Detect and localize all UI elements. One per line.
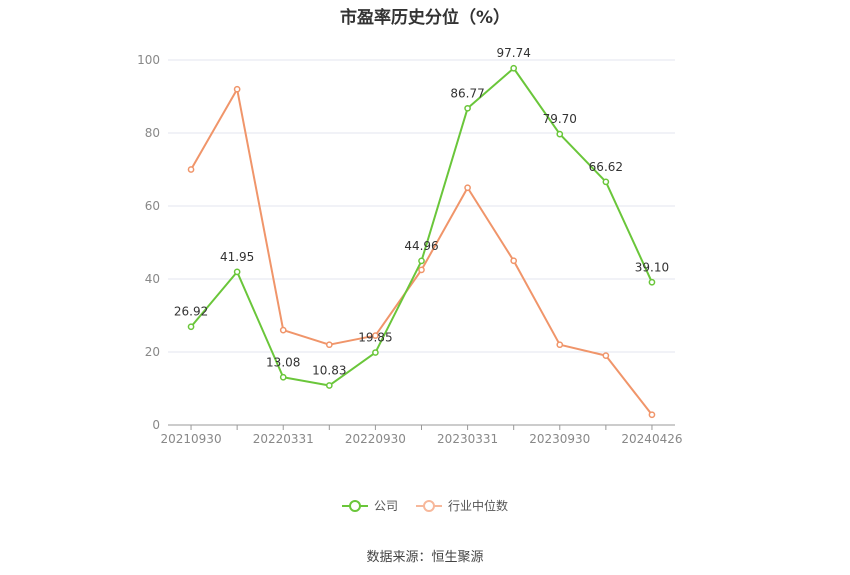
- data-labels: 26.92 41.95 13.08 10.83 19.85 44.96 86.77 97.74…: [174, 46, 669, 377]
- point-industry-median: [325, 341, 333, 349]
- data-label: 19.85: [358, 331, 392, 345]
- x-tick-label: 20240426: [621, 432, 682, 446]
- point-company: [187, 323, 195, 331]
- point-industry-median: [648, 411, 656, 419]
- legend-item-industry-median[interactable]: 行业中位数: [416, 497, 508, 514]
- point-company: [464, 104, 471, 112]
- point-company: [233, 268, 241, 276]
- point-industry-median: [464, 184, 471, 192]
- y-tick-label: 0: [152, 418, 160, 432]
- x-tick-label: 20230331: [437, 432, 498, 446]
- point-industry-median: [279, 326, 287, 334]
- data-label: 26.92: [174, 305, 208, 319]
- x-axis: 20210930 20220331 20220930 20230331 20230930…: [161, 424, 682, 446]
- point-company: [648, 278, 656, 286]
- x-tick-label: 20210930: [161, 432, 222, 446]
- y-tick-label: 20: [145, 345, 160, 359]
- point-industry-median: [556, 341, 564, 349]
- point-company: [325, 382, 333, 389]
- x-tick-label: 20220331: [253, 432, 314, 446]
- data-label: 79.70: [543, 112, 577, 126]
- point-company: [418, 257, 425, 265]
- data-label: 97.74: [497, 46, 531, 60]
- legend-item-company[interactable]: 公司: [341, 497, 398, 514]
- point-industry-median: [418, 266, 425, 274]
- series-line-company: [190, 67, 653, 387]
- x-tick-label: 20220930: [345, 432, 406, 446]
- point-industry-median: [510, 257, 518, 265]
- data-label: 10.83: [312, 363, 346, 377]
- series-layer: [187, 64, 656, 419]
- legend-label-industry-median: 行业中位数: [448, 499, 509, 513]
- y-tick-label: 40: [145, 272, 160, 286]
- y-axis-ticks: 0 20 40 60 80 100: [137, 53, 160, 432]
- point-industry-median: [372, 332, 379, 339]
- grid: [168, 59, 675, 353]
- point-company: [602, 178, 610, 186]
- y-tick-label: 80: [145, 126, 160, 140]
- legend: 公司 行业中位数: [0, 497, 850, 514]
- point-industry-median: [187, 166, 195, 173]
- data-label: 86.77: [450, 86, 484, 100]
- chart-title: 市盈率历史分位（%）: [339, 8, 511, 28]
- point-industry-median: [602, 352, 610, 359]
- data-label: 44.96: [404, 239, 438, 253]
- point-company: [510, 64, 518, 72]
- legend-label-company: 公司: [373, 499, 398, 513]
- y-tick-label: 60: [145, 199, 160, 213]
- data-label: 13.08: [266, 355, 300, 369]
- data-label: 66.62: [589, 160, 623, 174]
- point-industry-median: [233, 85, 241, 93]
- legend-swatch-industry-median: [416, 499, 442, 513]
- x-tick-label: 20230930: [529, 432, 590, 446]
- data-label: 39.10: [635, 260, 669, 274]
- data-label: 41.95: [220, 250, 254, 264]
- point-company: [372, 349, 379, 356]
- point-company: [279, 373, 287, 381]
- legend-swatch-company: [341, 499, 368, 513]
- data-source: 数据来源：恒生聚源: [366, 550, 484, 565]
- y-tick-label: 100: [137, 53, 160, 67]
- point-company: [556, 130, 564, 138]
